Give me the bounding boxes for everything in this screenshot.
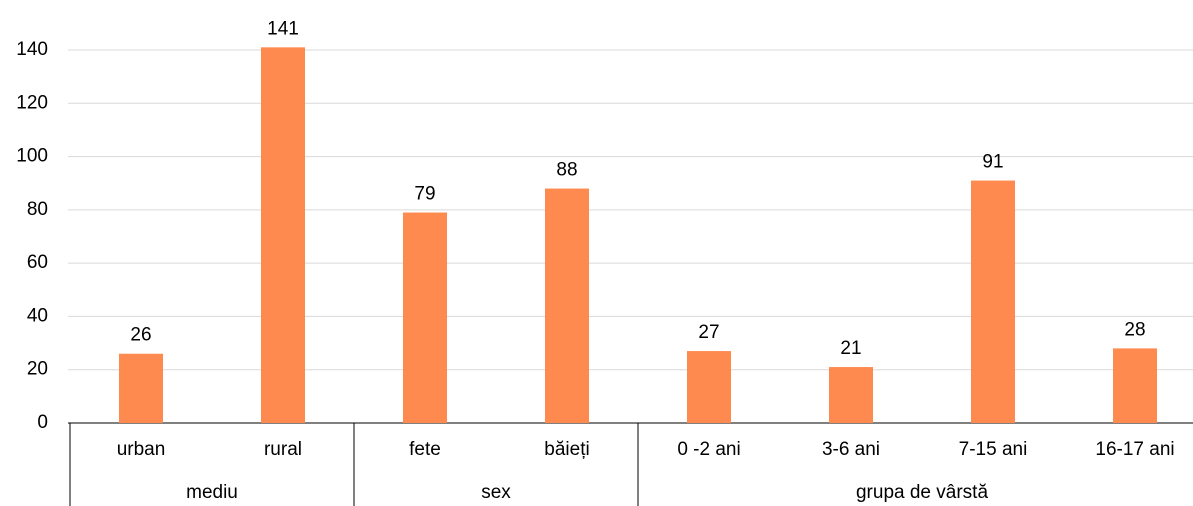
value-label: 141 — [267, 18, 299, 39]
group-label: grupa de vârstă — [856, 482, 988, 503]
bar — [545, 188, 589, 423]
x-tick-label: rural — [264, 439, 302, 460]
value-label: 91 — [982, 152, 1003, 173]
y-tick-label: 100 — [16, 146, 48, 167]
x-tick-label: 7-15 ani — [959, 439, 1028, 460]
y-tick-label: 0 — [37, 412, 48, 433]
y-tick-label: 60 — [27, 252, 48, 273]
y-tick-label: 120 — [16, 92, 48, 113]
x-tick-label: 3-6 ani — [822, 439, 880, 460]
bar — [829, 367, 873, 423]
value-label: 88 — [556, 160, 577, 181]
bar — [261, 47, 305, 423]
value-label: 79 — [414, 184, 435, 205]
x-tick-label: urban — [117, 439, 166, 460]
value-label: 21 — [840, 338, 861, 359]
x-tick-label: 0 -2 ani — [677, 439, 740, 460]
x-tick-label: fete — [409, 439, 441, 460]
bar — [403, 212, 447, 423]
value-label: 27 — [698, 322, 719, 343]
y-tick-label: 40 — [27, 305, 48, 326]
bar — [1113, 348, 1157, 423]
bar — [119, 353, 163, 423]
group-label: mediu — [186, 482, 238, 503]
y-tick-label: 80 — [27, 199, 48, 220]
bar — [971, 180, 1015, 423]
y-tick-label: 20 — [27, 359, 48, 380]
y-tick-label: 140 — [16, 39, 48, 60]
x-tick-label: 16-17 ani — [1095, 439, 1174, 460]
value-label: 26 — [130, 325, 151, 346]
value-label: 28 — [1124, 319, 1145, 340]
group-label: sex — [481, 482, 511, 503]
x-tick-label: băieți — [544, 439, 589, 460]
bar — [687, 351, 731, 423]
